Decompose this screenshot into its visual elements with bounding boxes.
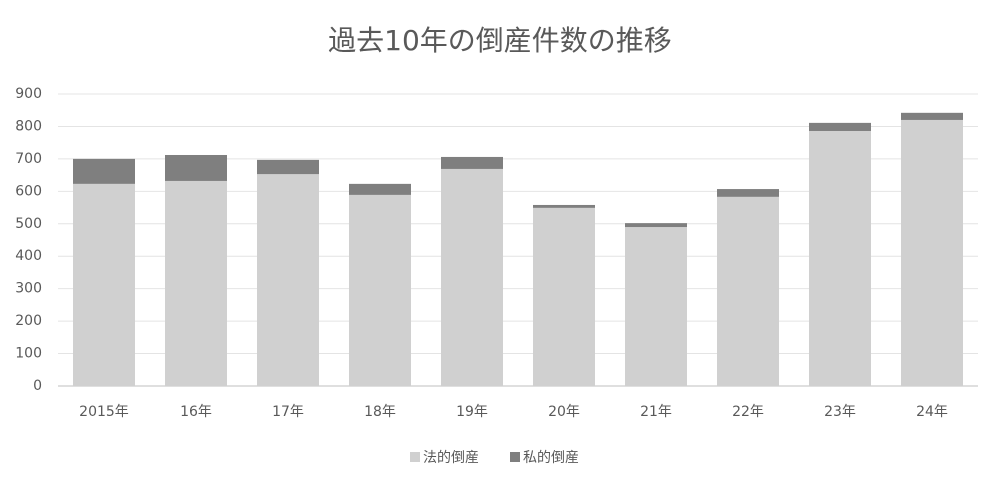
bar-segment xyxy=(257,174,319,386)
y-tick-label: 500 xyxy=(15,216,42,232)
bar-segment xyxy=(349,183,411,195)
legend-swatch xyxy=(510,452,520,462)
bar-segment xyxy=(625,227,687,386)
bar-segment xyxy=(441,156,503,169)
x-tick-label: 18年 xyxy=(364,404,396,420)
y-tick-label: 200 xyxy=(15,313,42,329)
x-tick-label: 22年 xyxy=(732,404,764,420)
y-tick-label: 800 xyxy=(15,118,42,134)
x-tick-label: 17年 xyxy=(272,404,304,420)
bar-segment xyxy=(625,223,687,228)
bar-segment xyxy=(717,196,779,386)
bar-segment xyxy=(901,119,963,386)
bar-segment xyxy=(257,159,319,175)
bar-segment xyxy=(73,183,135,386)
x-tick-label: 2015年 xyxy=(79,404,129,420)
y-tick-label: 700 xyxy=(15,151,42,167)
legend-swatch xyxy=(410,452,420,462)
chart-title: 過去10年の倒産件数の推移 xyxy=(328,24,672,57)
x-tick-label: 19年 xyxy=(456,404,488,420)
bar-segment xyxy=(809,122,871,131)
legend-label: 私的倒産 xyxy=(523,450,579,466)
y-tick-label: 0 xyxy=(33,378,42,394)
y-tick-label: 600 xyxy=(15,183,42,199)
bar-segment xyxy=(165,180,227,386)
bar-segment xyxy=(349,194,411,386)
bar-segment xyxy=(533,204,595,208)
x-tick-label: 24年 xyxy=(916,404,948,420)
bar-segment xyxy=(165,154,227,181)
bar-segment xyxy=(73,158,135,184)
bar-segment xyxy=(717,189,779,197)
legend-label: 法的倒産 xyxy=(423,450,479,466)
y-tick-label: 300 xyxy=(15,281,42,297)
x-tick-label: 23年 xyxy=(824,404,856,420)
bar-segment xyxy=(533,207,595,386)
x-tick-label: 20年 xyxy=(548,404,580,420)
y-tick-label: 100 xyxy=(15,346,42,362)
x-tick-label: 21年 xyxy=(640,404,672,420)
bar-segment xyxy=(441,168,503,386)
bar-segment xyxy=(901,112,963,120)
y-tick-label: 900 xyxy=(15,86,42,102)
x-tick-label: 16年 xyxy=(180,404,212,420)
bar-segment xyxy=(809,130,871,386)
y-tick-label: 400 xyxy=(15,248,42,264)
